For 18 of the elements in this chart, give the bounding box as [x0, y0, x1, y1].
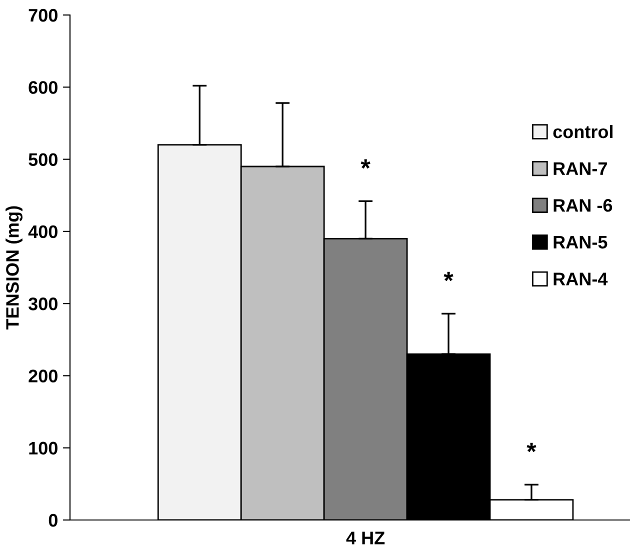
y-tick-label: 100 [29, 442, 58, 455]
legend-label: RAN-4 [554, 272, 608, 286]
y-tick-label: 700 [28, 8, 58, 22]
legend-label: RAN-5 [554, 236, 608, 249]
y-tick-label: 500 [28, 153, 58, 166]
legend-label: RAN -6 [554, 199, 612, 212]
legend-label: control [553, 124, 612, 138]
legend-label: RAN-7 [554, 162, 607, 175]
annotation: * [526, 442, 536, 452]
annotation: * [360, 159, 370, 169]
annotation: * [444, 272, 454, 282]
y-tick-label: 300 [28, 298, 58, 310]
y-tick-label: 400 [28, 225, 58, 238]
y-axis-title: TENSION (mg) [6, 206, 23, 330]
y-tick-label: 0 [48, 514, 58, 527]
y-tick-label: 200 [28, 370, 58, 382]
y-tick-label: 600 [28, 81, 58, 94]
x-tick-label: 4 HZ [346, 532, 385, 544]
